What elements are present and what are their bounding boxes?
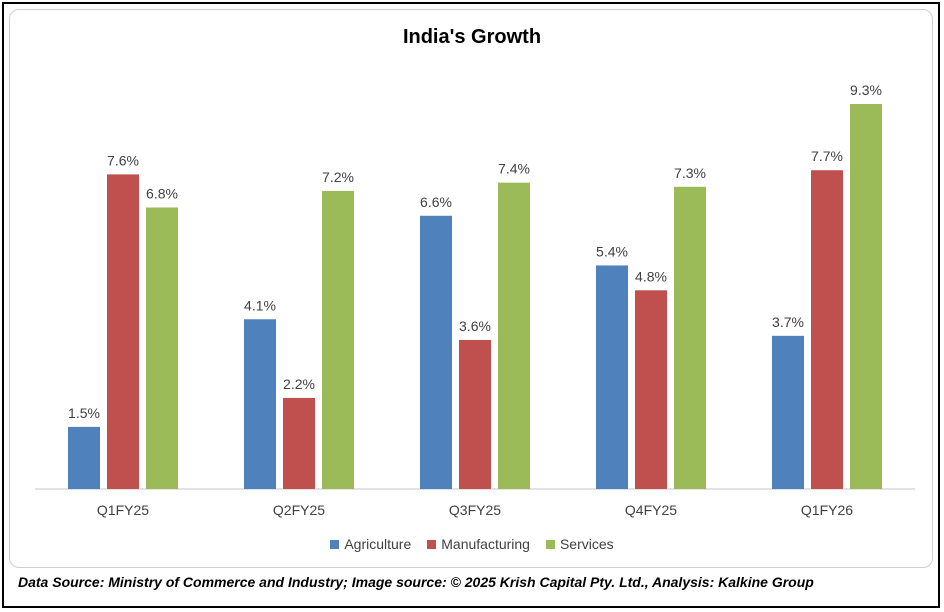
data-label: 1.5% [68, 405, 100, 421]
bar-manufacturing-q2fy25 [283, 397, 315, 489]
bar-agriculture-q4fy25 [596, 265, 628, 489]
bar-manufacturing-q1fy25 [107, 174, 139, 489]
bar-agriculture-q2fy25 [244, 319, 276, 489]
bar-agriculture-q3fy25 [420, 215, 452, 489]
bar-manufacturing-q1fy26 [811, 170, 843, 489]
data-label: 2.2% [283, 376, 315, 392]
x-tick-label: Q1FY26 [801, 502, 853, 518]
data-label: 7.4% [498, 161, 530, 177]
data-label: 7.3% [674, 165, 706, 181]
legend-item-manufacturing: Manufacturing [427, 536, 530, 552]
legend-label: Services [559, 536, 614, 552]
x-tick-label: Q1FY25 [97, 502, 149, 518]
bar-services-q4fy25 [674, 186, 706, 489]
bar-manufacturing-q3fy25 [459, 339, 491, 489]
data-label: 6.6% [420, 194, 452, 210]
data-label: 5.4% [596, 243, 628, 259]
bar-services-q1fy26 [850, 104, 882, 489]
bar-services-q3fy25 [498, 182, 530, 489]
data-label: 7.7% [811, 148, 843, 164]
data-label: 4.8% [635, 268, 667, 284]
legend-label: Manufacturing [441, 536, 530, 552]
data-label: 7.6% [107, 152, 139, 168]
x-tick-label: Q2FY25 [273, 502, 325, 518]
data-label: 3.7% [772, 314, 804, 330]
legend-swatch [330, 539, 340, 549]
legend-swatch [545, 539, 555, 549]
x-tick-label: Q3FY25 [449, 502, 501, 518]
bar-services-q2fy25 [322, 190, 354, 489]
bar-agriculture-q1fy26 [772, 335, 804, 489]
legend-label: Agriculture [344, 536, 412, 552]
source-note: Data Source: Ministry of Commerce and In… [18, 574, 814, 590]
data-label: 6.8% [146, 185, 178, 201]
data-label: 4.1% [244, 297, 276, 313]
data-label: 3.6% [459, 318, 491, 334]
data-label: 9.3% [850, 82, 882, 98]
chart-legend: Agriculture Manufacturing Services [0, 536, 944, 552]
data-label: 7.2% [322, 169, 354, 185]
legend-item-agriculture: Agriculture [330, 536, 411, 552]
bar-services-q1fy25 [146, 207, 178, 489]
chart-title: India's Growth [402, 26, 542, 48]
legend-item-services: Services [545, 536, 614, 552]
bar-agriculture-q1fy25 [68, 426, 100, 489]
x-tick-label: Q4FY25 [625, 502, 677, 518]
bar-manufacturing-q4fy25 [635, 290, 667, 489]
legend-swatch [427, 539, 437, 549]
